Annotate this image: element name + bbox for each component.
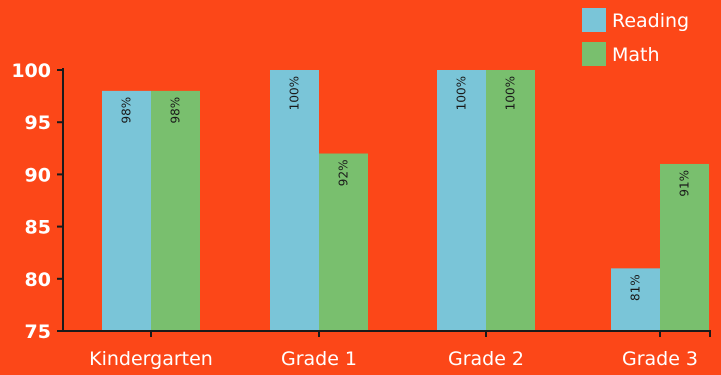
bar-math-2 — [486, 70, 535, 331]
data-label: 100% — [504, 76, 518, 110]
bar-reading-1 — [270, 70, 319, 331]
x-tick-label: Grade 1 — [281, 348, 357, 370]
bar-reading-3 — [611, 268, 660, 331]
legend-swatch-math — [582, 42, 606, 66]
x-tick-label: Kindergarten — [89, 348, 213, 370]
axes-layer: 75 80 85 90 95 100 Kindergarten Grade 1 Grade 2 G… — [11, 60, 711, 370]
data-label: 98% — [120, 97, 134, 124]
legend-swatch-reading — [582, 8, 606, 32]
y-tick-label: 100 — [11, 60, 51, 82]
bar-math-0 — [151, 90, 200, 331]
y-tick-label: 95 — [25, 112, 51, 134]
x-tick-label: Grade 3 — [622, 348, 698, 370]
bar-reading-2 — [437, 70, 486, 331]
legend-label-reading: Reading — [612, 10, 689, 32]
bar-math-1 — [319, 153, 368, 331]
data-label: 98% — [169, 97, 183, 124]
legend: Reading Math — [582, 8, 689, 66]
legend-label-math: Math — [612, 44, 660, 66]
data-label: 100% — [455, 76, 469, 110]
bar-reading-0 — [102, 90, 151, 331]
y-tick-label: 85 — [25, 217, 51, 239]
data-label: 81% — [629, 274, 643, 301]
x-tick-label: Grade 2 — [448, 348, 524, 370]
y-tick-label: 90 — [25, 164, 51, 186]
y-tick-label: 75 — [25, 321, 51, 343]
bars-layer: 98% 98% 100% 92% 100% 100% 81% 91% — [102, 70, 709, 331]
y-tick-label: 80 — [25, 269, 51, 291]
data-label: 91% — [678, 170, 692, 197]
data-label: 100% — [288, 76, 302, 110]
data-label: 92% — [337, 160, 351, 187]
bar-math-3 — [660, 163, 709, 331]
